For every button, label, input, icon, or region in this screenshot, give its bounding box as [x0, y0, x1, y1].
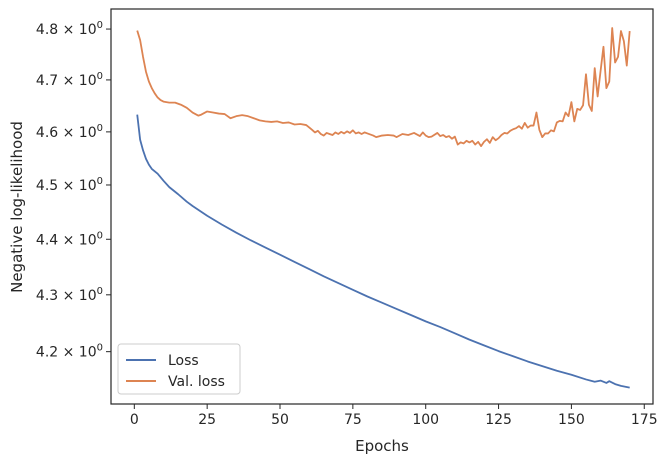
- y-axis-ticks: 4.2 × 100 4.3 × 100 4.4 × 100 4.5 × 100 4.6 …: [36, 20, 111, 361]
- plot-area: [111, 9, 653, 404]
- series-layer: [136, 27, 631, 389]
- x-tick-label: 125: [485, 412, 512, 428]
- x-axis-ticks: 0 25 50 75 100 125 150 175: [130, 404, 658, 428]
- x-tick-label: 25: [198, 412, 216, 428]
- x-tick-label: 75: [344, 412, 362, 428]
- y-tick-label: 4.3 × 100: [36, 286, 103, 304]
- y-axis-label: Negative log-likelihood: [8, 121, 26, 293]
- y-tick-label: 4.5 × 100: [36, 176, 103, 194]
- x-tick-label: 50: [271, 412, 289, 428]
- series-line-loss: [136, 114, 630, 389]
- x-tick-label: 0: [130, 412, 139, 428]
- y-tick-label: 4.8 × 100: [36, 20, 103, 38]
- legend-label-val-loss: Val. loss: [168, 374, 225, 390]
- y-tick-label: 4.7 × 100: [36, 71, 103, 89]
- plot-frame: [110, 8, 654, 405]
- legend: Loss Val. loss: [117, 343, 241, 395]
- y-tick-label: 4.2 × 100: [36, 343, 103, 361]
- x-tick-label: 150: [558, 412, 585, 428]
- x-tick-label: 175: [631, 412, 658, 428]
- x-axis-label: Epochs: [355, 437, 409, 455]
- y-tick-label: 4.4 × 100: [36, 230, 103, 248]
- legend-label-loss: Loss: [168, 353, 199, 369]
- x-tick-label: 100: [412, 412, 439, 428]
- y-tick-label: 4.6 × 100: [36, 123, 103, 141]
- series-line-val-loss: [136, 27, 631, 147]
